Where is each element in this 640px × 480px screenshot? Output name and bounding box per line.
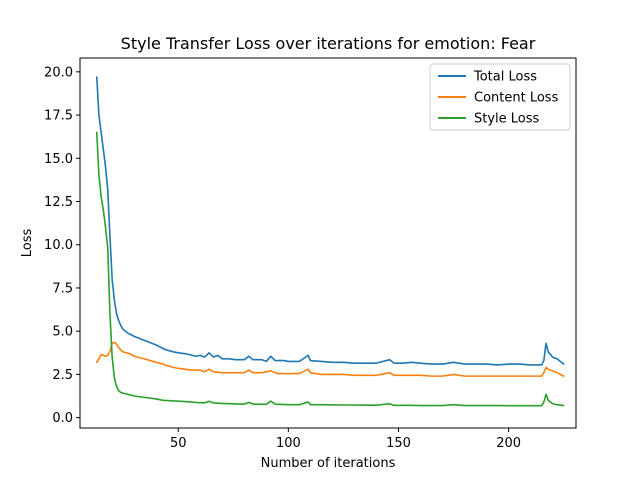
- y-tick-label: 0.0: [52, 411, 73, 426]
- legend-label-content-loss: Content Loss: [474, 91, 559, 106]
- x-tick-label: 150: [386, 436, 411, 451]
- y-tick-label: 17.5: [44, 109, 73, 124]
- legend: Total Loss Content Loss Style Loss: [429, 63, 571, 131]
- legend-box: [429, 63, 571, 131]
- y-axis: 0.0 2.5 5.0 7.5 10.0 12.5 15.0 17.5 20.0: [44, 65, 80, 426]
- y-tick-label: 20.0: [44, 65, 73, 80]
- series-line-style-loss: [95, 131, 565, 407]
- y-tick-label: 7.5: [52, 281, 73, 296]
- y-tick-label: 5.0: [52, 325, 73, 340]
- legend-label-total-loss: Total Loss: [473, 70, 537, 85]
- legend-label-style-loss: Style Loss: [474, 112, 540, 127]
- series-layer: [95, 76, 565, 407]
- series-line-content-loss: [95, 341, 565, 377]
- axes-frame: [79, 57, 577, 429]
- y-axis-label: Loss: [20, 229, 35, 258]
- y-tick-label: 15.0: [44, 152, 73, 167]
- series-line-total-loss: [95, 76, 565, 366]
- y-tick-label: 2.5: [52, 368, 73, 383]
- x-tick-label: 50: [170, 436, 187, 451]
- chart-title: Style Transfer Loss over iterations for …: [121, 34, 536, 53]
- x-tick-label: 200: [496, 436, 521, 451]
- x-axis-label: Number of iterations: [261, 456, 396, 471]
- y-tick-label: 12.5: [44, 195, 73, 210]
- y-tick-label: 10.0: [44, 238, 73, 253]
- x-axis: 50 100 150 200: [170, 428, 521, 451]
- x-tick-label: 100: [276, 436, 301, 451]
